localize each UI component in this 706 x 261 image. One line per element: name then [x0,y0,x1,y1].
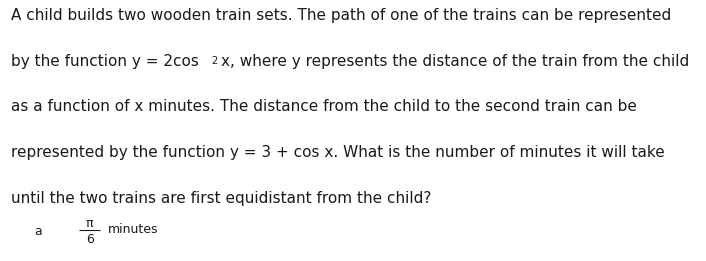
Text: as a function of x minutes. The distance from the child to the second train can : as a function of x minutes. The distance… [11,99,637,114]
Text: minutes: minutes [108,223,159,235]
Text: a: a [34,225,42,238]
Text: π: π [86,217,93,230]
Text: by the function y = 2cos: by the function y = 2cos [11,54,198,68]
Text: 2: 2 [211,56,217,66]
Text: x, where y represents the distance of the train from the child: x, where y represents the distance of th… [220,54,689,68]
Text: 6: 6 [85,233,94,246]
Text: represented by the function y = 3 + cos x. What is the number of minutes it will: represented by the function y = 3 + cos … [11,145,664,160]
Text: A child builds two wooden train sets. The path of one of the trains can be repre: A child builds two wooden train sets. Th… [11,8,671,23]
Text: until the two trains are first equidistant from the child?: until the two trains are first equidista… [11,191,431,205]
